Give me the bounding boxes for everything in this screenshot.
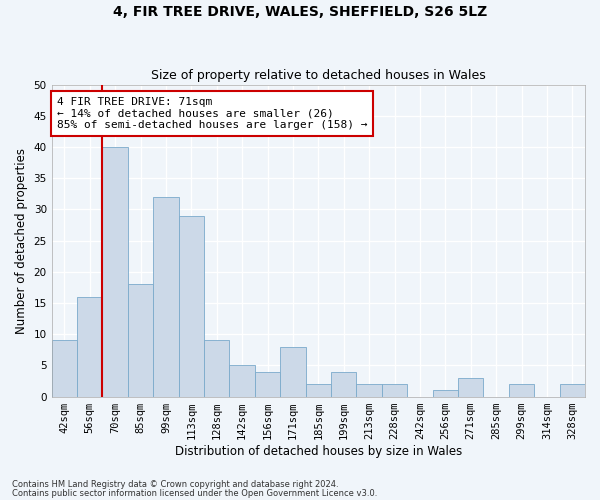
Y-axis label: Number of detached properties: Number of detached properties [15, 148, 28, 334]
Bar [509, 384, 534, 396]
Bar [103, 147, 128, 396]
Bar [153, 197, 179, 396]
Bar [179, 216, 204, 396]
Bar [356, 384, 382, 396]
Bar [229, 366, 255, 396]
Bar [382, 384, 407, 396]
Text: Contains public sector information licensed under the Open Government Licence v3: Contains public sector information licen… [12, 488, 377, 498]
Text: 4, FIR TREE DRIVE, WALES, SHEFFIELD, S26 5LZ: 4, FIR TREE DRIVE, WALES, SHEFFIELD, S26… [113, 5, 487, 19]
Text: 4 FIR TREE DRIVE: 71sqm
← 14% of detached houses are smaller (26)
85% of semi-de: 4 FIR TREE DRIVE: 71sqm ← 14% of detache… [57, 97, 367, 130]
Title: Size of property relative to detached houses in Wales: Size of property relative to detached ho… [151, 69, 486, 82]
Bar [255, 372, 280, 396]
Bar [128, 284, 153, 397]
Bar [560, 384, 585, 396]
Bar [433, 390, 458, 396]
Bar [305, 384, 331, 396]
Bar [458, 378, 484, 396]
Bar [204, 340, 229, 396]
Bar [280, 346, 305, 397]
X-axis label: Distribution of detached houses by size in Wales: Distribution of detached houses by size … [175, 444, 462, 458]
Text: Contains HM Land Registry data © Crown copyright and database right 2024.: Contains HM Land Registry data © Crown c… [12, 480, 338, 489]
Bar [331, 372, 356, 396]
Bar [52, 340, 77, 396]
Bar [77, 296, 103, 396]
